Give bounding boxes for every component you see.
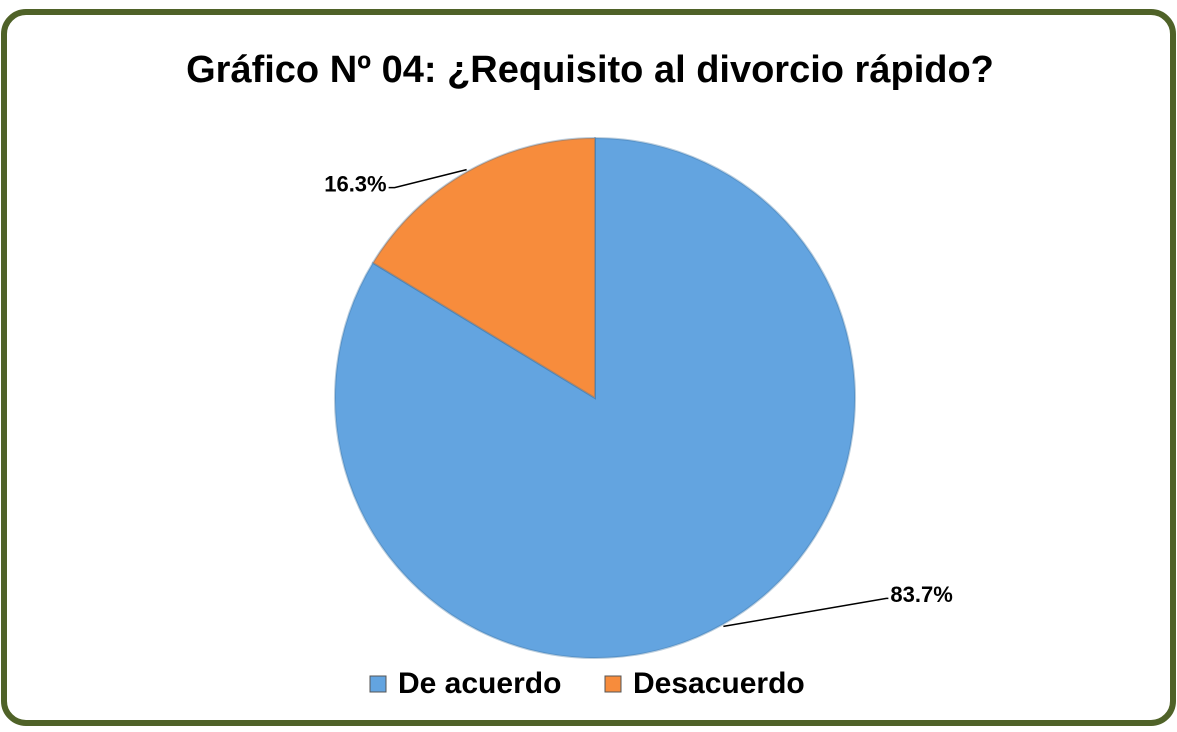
- legend-swatch: [604, 675, 622, 693]
- leader-line: [388, 168, 467, 189]
- pie-slice: [371, 136, 596, 400]
- leader-line: [723, 597, 889, 628]
- legend-label: De acuerdo: [398, 667, 561, 700]
- data-label: 83.7%: [890, 582, 952, 607]
- legend-swatch: [369, 675, 387, 693]
- data-label: 16.3%: [324, 171, 386, 196]
- legend-label: Desacuerdo: [633, 667, 805, 700]
- pie-slice: [334, 136, 856, 659]
- chart-title: Gráfico Nº 04: ¿Requisito al divorcio rá…: [186, 49, 994, 91]
